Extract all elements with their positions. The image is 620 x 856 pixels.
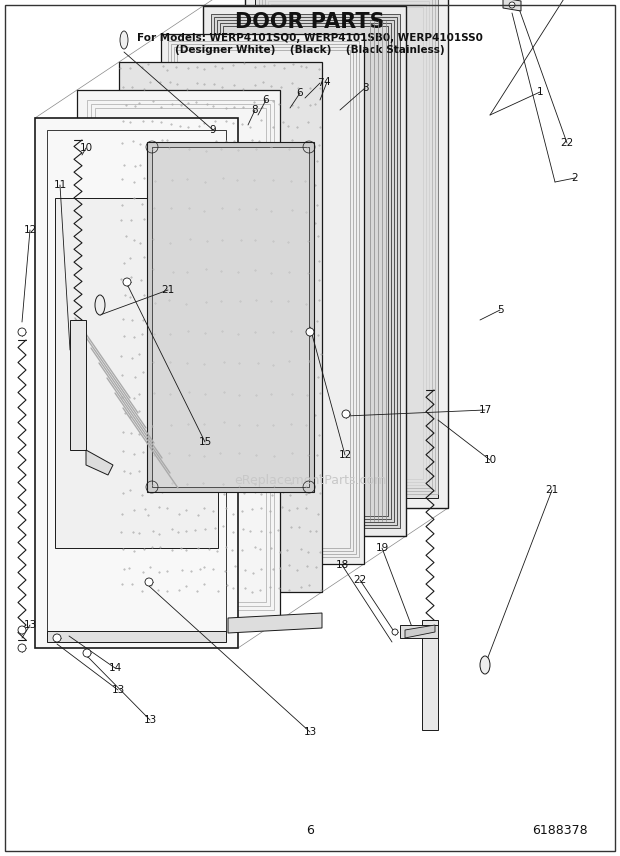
Text: 3: 3	[361, 83, 368, 93]
Text: 15: 15	[198, 437, 211, 447]
Text: 10: 10	[79, 143, 92, 153]
Text: 6: 6	[263, 95, 269, 105]
Circle shape	[18, 328, 26, 336]
Polygon shape	[245, 0, 448, 508]
Text: 1: 1	[537, 87, 543, 97]
Text: 7: 7	[317, 78, 323, 88]
Text: 6: 6	[306, 823, 314, 836]
Text: 4: 4	[324, 77, 330, 87]
Circle shape	[145, 578, 153, 586]
Text: 18: 18	[335, 560, 348, 570]
Circle shape	[392, 629, 398, 635]
Polygon shape	[161, 34, 364, 564]
Polygon shape	[77, 90, 280, 620]
Polygon shape	[86, 450, 113, 475]
Text: 12: 12	[24, 225, 37, 235]
Polygon shape	[255, 0, 438, 498]
Text: 13: 13	[143, 715, 157, 725]
Text: 11: 11	[53, 180, 66, 190]
Polygon shape	[47, 631, 226, 642]
Text: 10: 10	[484, 455, 497, 465]
Text: 12: 12	[339, 450, 352, 460]
Text: 17: 17	[479, 405, 492, 415]
Polygon shape	[422, 620, 438, 730]
Text: eReplacementParts.com: eReplacementParts.com	[234, 473, 386, 486]
Text: 13: 13	[303, 727, 317, 737]
Circle shape	[342, 410, 350, 418]
Polygon shape	[70, 320, 86, 450]
Polygon shape	[211, 14, 400, 528]
Text: 8: 8	[252, 105, 259, 115]
Text: (Designer White)    (Black)    (Black Stainless): (Designer White) (Black) (Black Stainles…	[175, 45, 445, 55]
Polygon shape	[400, 625, 438, 638]
Text: 5: 5	[497, 305, 503, 315]
Circle shape	[18, 626, 26, 634]
Text: 22: 22	[353, 575, 366, 585]
Ellipse shape	[95, 295, 105, 315]
Text: 2: 2	[572, 173, 578, 183]
Text: 21: 21	[546, 485, 559, 495]
Circle shape	[83, 649, 91, 657]
Polygon shape	[119, 62, 322, 592]
Circle shape	[18, 644, 26, 652]
Text: 22: 22	[560, 138, 574, 148]
Circle shape	[306, 328, 314, 336]
Polygon shape	[35, 118, 238, 648]
Ellipse shape	[120, 31, 128, 49]
Polygon shape	[152, 147, 309, 487]
Circle shape	[53, 634, 61, 642]
Polygon shape	[55, 198, 218, 548]
Circle shape	[509, 2, 515, 8]
Polygon shape	[203, 6, 406, 536]
Polygon shape	[228, 613, 322, 633]
Text: 9: 9	[210, 125, 216, 135]
Text: For Models: WERP4101SQ0, WERP4101SB0, WERP4101SS0: For Models: WERP4101SQ0, WERP4101SB0, WE…	[137, 33, 483, 43]
Text: 13: 13	[24, 620, 37, 630]
Polygon shape	[147, 142, 314, 492]
Text: 21: 21	[161, 285, 175, 295]
Text: 6: 6	[297, 88, 303, 98]
Circle shape	[123, 278, 131, 286]
Text: 6188378: 6188378	[532, 823, 588, 836]
Text: 19: 19	[375, 543, 389, 553]
Text: 14: 14	[108, 663, 122, 673]
Text: DOOR PARTS: DOOR PARTS	[235, 12, 385, 32]
Ellipse shape	[480, 656, 490, 674]
Polygon shape	[405, 625, 435, 638]
Polygon shape	[503, 0, 521, 11]
Text: 13: 13	[112, 685, 125, 695]
